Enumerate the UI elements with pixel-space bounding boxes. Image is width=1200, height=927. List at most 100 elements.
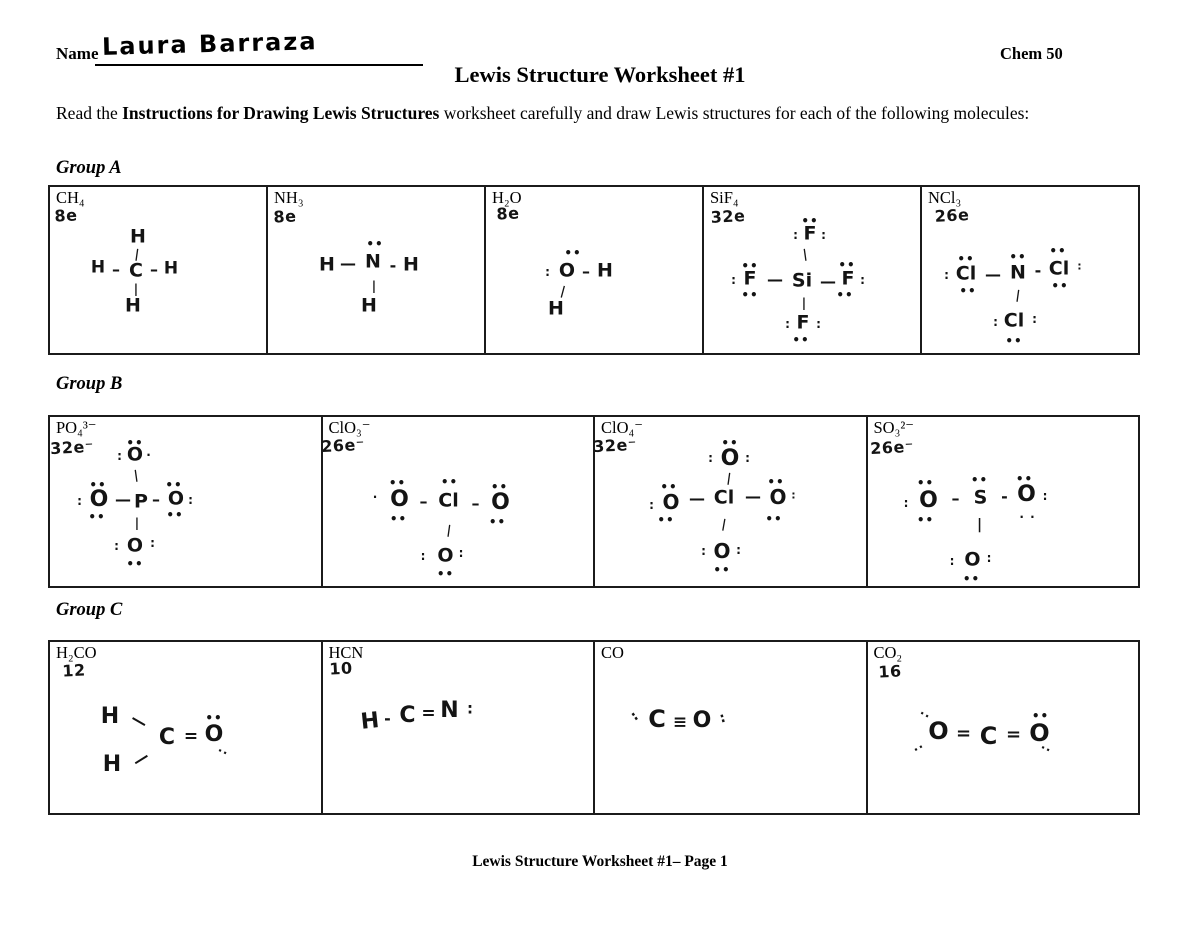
atom-C: C <box>129 259 143 282</box>
bond: — <box>767 270 783 289</box>
electron-count: 16 <box>877 661 902 682</box>
bond: = <box>955 723 972 744</box>
lone-pair-dots: : <box>114 539 120 553</box>
molecule-cell-co: CO: C ≡ O: <box>595 642 868 813</box>
name-label: Name <box>56 44 99 63</box>
bond: — <box>689 489 705 508</box>
bond: = <box>1005 724 1022 745</box>
atom-O: O <box>89 487 109 512</box>
group-a-heading: Group A <box>56 158 122 178</box>
lone-pair-dots: •• <box>713 563 731 577</box>
lone-pair-dots: : <box>736 543 742 557</box>
group-c-table: H₂CO 12 H — H — C = O •• ·· HCN 10 H - C = N: CO: C ≡ O: CO₂ 16… <box>48 640 1140 815</box>
lone-pair-dots: · <box>372 490 379 504</box>
bond: | <box>559 283 567 299</box>
lone-pair-dots: : <box>731 273 737 287</box>
lone-pair-dots: : <box>627 707 643 725</box>
lone-pair-dots: : <box>708 451 714 465</box>
bond: — <box>745 487 761 506</box>
atom-H: H <box>130 225 146 248</box>
lone-pair-dots: •• <box>957 252 975 266</box>
lone-pair-dots: •• <box>1005 334 1023 348</box>
course-label: Chem 50 <box>1000 44 1063 63</box>
lone-pair-dots: •• <box>126 557 144 571</box>
lone-pair-dots: : <box>77 494 83 508</box>
atom-Cl: Cl <box>1048 257 1070 280</box>
lone-pair-dots: •• <box>765 512 783 526</box>
atom-H: H <box>319 253 335 276</box>
lone-pair-dots: : <box>1077 259 1083 273</box>
handwritten-name: Laura Barraza <box>101 27 318 61</box>
lone-pair-dots: : <box>949 554 956 568</box>
lone-pair-dots: : <box>1032 312 1038 326</box>
atom-O: O <box>1017 482 1036 507</box>
atom-H: H <box>125 294 141 317</box>
formula-label: HCN <box>328 643 364 662</box>
formula-label: ClO₃⁻ <box>328 418 371 437</box>
lone-pair-dots: : <box>150 536 156 550</box>
atom-O: O <box>928 717 949 745</box>
lone-pair-dots: •• <box>436 567 455 581</box>
bond: ≡ <box>672 712 688 733</box>
lone-pair-dots: •• <box>205 711 223 725</box>
bond: – <box>951 489 960 508</box>
lone-pair-dots: : <box>467 699 474 718</box>
atom-H: H <box>163 258 179 279</box>
electron-count: 32e⁻ <box>592 434 638 457</box>
atom-O: O <box>720 446 740 471</box>
molecule-cell-hcn: HCN 10 H - C = N: <box>323 642 595 813</box>
bond: = <box>183 726 199 747</box>
lone-pair-dots: •• <box>488 515 507 529</box>
molecule-cell-ch4: CH₄ 8e H | H – C – H | H <box>50 187 268 353</box>
atom-F: F <box>841 267 855 290</box>
formula-label: NH₃ <box>274 188 304 207</box>
lone-pair-dots: •• <box>741 288 759 302</box>
name-underline <box>95 36 423 66</box>
lone-pair-dots: •• <box>490 480 509 494</box>
atom-O: O <box>919 488 938 513</box>
atom-F: F <box>743 267 757 290</box>
atom-O: O <box>769 485 787 509</box>
bond: – <box>582 262 590 281</box>
bond: | <box>371 279 377 293</box>
intro-bold-text: Instructions for Drawing Lewis Structure… <box>122 103 440 123</box>
formula-label: H₂O <box>492 188 522 207</box>
molecule-cell-clo3: ClO₃⁻ 26e⁻ · •• O •• – •• Cl – O •• •• |: O: •• <box>320 417 595 586</box>
atom-O: O <box>167 487 185 510</box>
lone-pair-dots: •• <box>165 478 183 492</box>
formula-label: ClO₄⁻ <box>601 418 643 437</box>
bond: | <box>445 522 452 538</box>
molecule-cell-h2o: H₂O 8e ••: O – H | H <box>486 187 704 353</box>
molecule-cell-h2co: H₂CO 12 H — H — C = O •• ·· <box>50 642 323 813</box>
atom-H: H <box>597 259 613 282</box>
electron-count: 26e <box>934 205 970 226</box>
bond: - <box>1001 487 1008 506</box>
atom-Cl: Cl <box>438 489 459 512</box>
electron-count: 32e⁻ <box>49 436 95 459</box>
atom-O: O <box>437 544 454 567</box>
bond: — <box>127 708 151 733</box>
atom-O: O <box>1029 719 1050 747</box>
bond: — <box>128 746 153 771</box>
atom-C: C <box>648 705 666 733</box>
lone-pair-dots: •• <box>959 284 977 298</box>
lone-pair-dots: •• <box>721 436 739 450</box>
lone-pair-dots: : <box>793 228 799 242</box>
group-a-table: CH₄ 8e H | H – C – H | H NH₃ 8e •• H — N - H | H H₂O 8e ••: O – H |… <box>48 185 1140 355</box>
lone-pair-dots: •• <box>916 513 935 527</box>
lone-pair-dots: •• <box>389 512 408 526</box>
lone-pair-dots: : <box>944 268 950 282</box>
bond: - <box>384 709 391 728</box>
atom-H: H <box>403 253 419 276</box>
atom-H: H <box>102 752 122 777</box>
formula-label: SiF₄ <box>710 188 739 207</box>
electron-count: 32e <box>710 206 746 227</box>
atom-O: O <box>692 708 712 733</box>
atom-N: N <box>440 698 459 723</box>
atom-O: O <box>126 534 144 557</box>
lone-pair-dots: •• <box>88 510 106 524</box>
electron-count: 12 <box>61 660 87 681</box>
lone-pair-dots: : <box>701 544 707 558</box>
lone-pair-dots: ·· <box>910 739 927 757</box>
atom-C: C <box>158 725 176 750</box>
